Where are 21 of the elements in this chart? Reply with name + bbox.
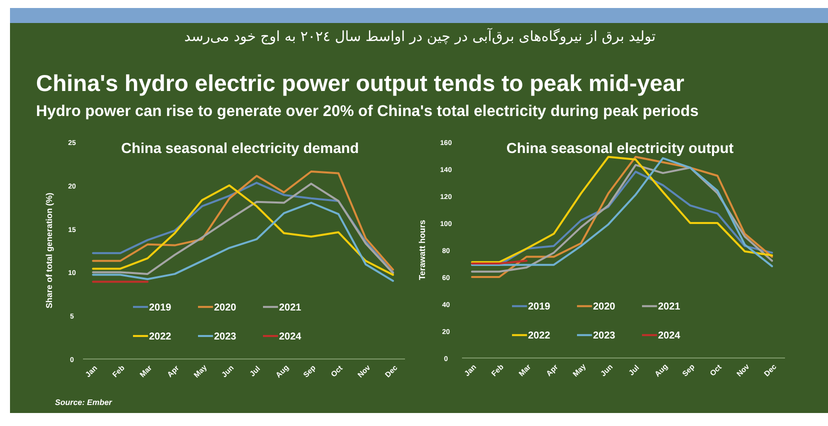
legend-label: 2020 [593,302,616,313]
legend-label: 2019 [528,302,551,313]
chart-title: China seasonal electricity demand [121,141,359,157]
legend-label: 2022 [149,332,172,342]
legend-label: 2021 [658,302,681,313]
text: تولید برق از نیروگاه‌های برق‌آبی در چین در اواسط سال ۲۰۲٤ به اوج خود می‌رسد [184,27,656,45]
y-axis-title: Terawatt hours [417,220,427,280]
legend-label: 2023 [593,330,616,342]
legend-label: 2019 [149,302,172,314]
text: Hydro power can rise to generate over 20% of China's total electricity during peak periods [36,103,699,120]
text: China's hydro electric power output tends to peak mid-year [36,70,684,96]
y-axis-title: Share of total generation (%) [44,192,54,308]
legend-label: 2024 [658,330,681,342]
legend-label: 2022 [528,330,551,342]
chart-title: China seasonal electricity output [506,141,734,157]
legend-label: 2023 [214,332,237,342]
line-series [92,202,394,282]
source-note: Source: Ember [55,398,113,407]
legend-label: 2021 [279,302,302,314]
legend-label: 2024 [279,332,302,342]
legend-label: 2020 [214,302,237,314]
